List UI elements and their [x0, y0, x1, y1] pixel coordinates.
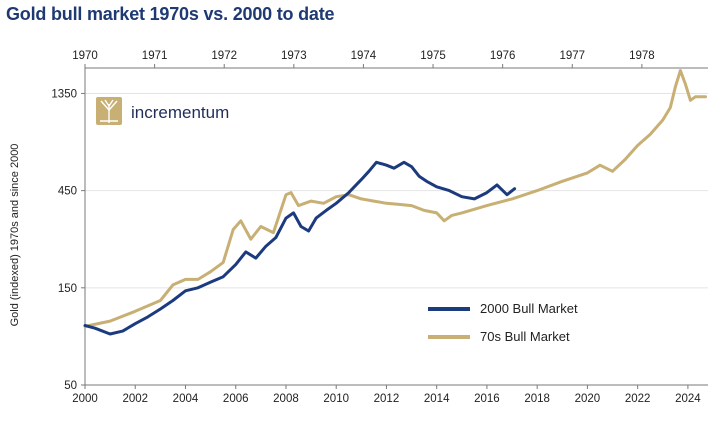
plot-frame	[84, 67, 708, 386]
top-tick-label-1978: 1978	[629, 50, 655, 62]
bottom-tick-label-2000: 2000	[72, 393, 98, 405]
top-tick-label-1974: 1974	[351, 50, 377, 62]
bottom-tick-label-2020: 2020	[575, 393, 601, 405]
y-axis-label: Gold (indexed) 1970s and since 2000	[9, 144, 21, 327]
legend-label-2000: 2000 Bull Market	[480, 301, 578, 316]
top-tick-label-1975: 1975	[420, 50, 446, 62]
top-tick-label-1970: 1970	[72, 50, 98, 62]
bottom-tick-label-2002: 2002	[122, 393, 148, 405]
top-axis-ticks: 1970 1971 1972 1973 1974 1975 1976 1977 1978	[72, 50, 655, 68]
bottom-tick-label-2022: 2022	[625, 393, 651, 405]
series-line-70s-bull-market	[83, 69, 707, 328]
bottom-tick-label-2018: 2018	[524, 393, 550, 405]
top-tick-label-1977: 1977	[559, 50, 585, 62]
series-line-2000-bull-market	[83, 160, 517, 336]
top-tick-label-1971: 1971	[142, 50, 168, 62]
incrementum-logo: incrementum	[96, 97, 229, 125]
y-axis-ticks: 50 150 450 1350	[51, 88, 85, 392]
bottom-tick-label-2010: 2010	[323, 393, 349, 405]
logo-text: incrementum	[131, 103, 229, 122]
bottom-tick-label-2016: 2016	[474, 393, 500, 405]
bottom-tick-label-2012: 2012	[374, 393, 400, 405]
top-tick-label-1976: 1976	[490, 50, 516, 62]
grid	[85, 92, 708, 386]
legend-label-70s: 70s Bull Market	[480, 329, 570, 344]
series-layer	[83, 69, 707, 336]
y-tick-label-150: 150	[58, 283, 77, 295]
y-tick-label-50: 50	[64, 380, 77, 392]
bottom-tick-label-2024: 2024	[675, 393, 701, 405]
top-tick-label-1973: 1973	[281, 50, 307, 62]
bottom-axis-ticks: 2000 2002 2004 2006 2008 2010 2012 2014 2016 2018…	[72, 385, 701, 405]
chart-title: Gold bull market 1970s vs. 2000 to date	[6, 4, 335, 24]
bottom-tick-label-2014: 2014	[424, 393, 450, 405]
y-tick-label-450: 450	[58, 186, 77, 198]
legend: 2000 Bull Market 70s Bull Market	[428, 301, 578, 344]
logo-tree-lines	[100, 99, 118, 123]
top-tick-label-1972: 1972	[211, 50, 237, 62]
bottom-tick-label-2008: 2008	[273, 393, 299, 405]
bottom-tick-label-2004: 2004	[173, 393, 199, 405]
y-tick-label-1350: 1350	[51, 88, 77, 100]
bottom-tick-label-2006: 2006	[223, 393, 249, 405]
